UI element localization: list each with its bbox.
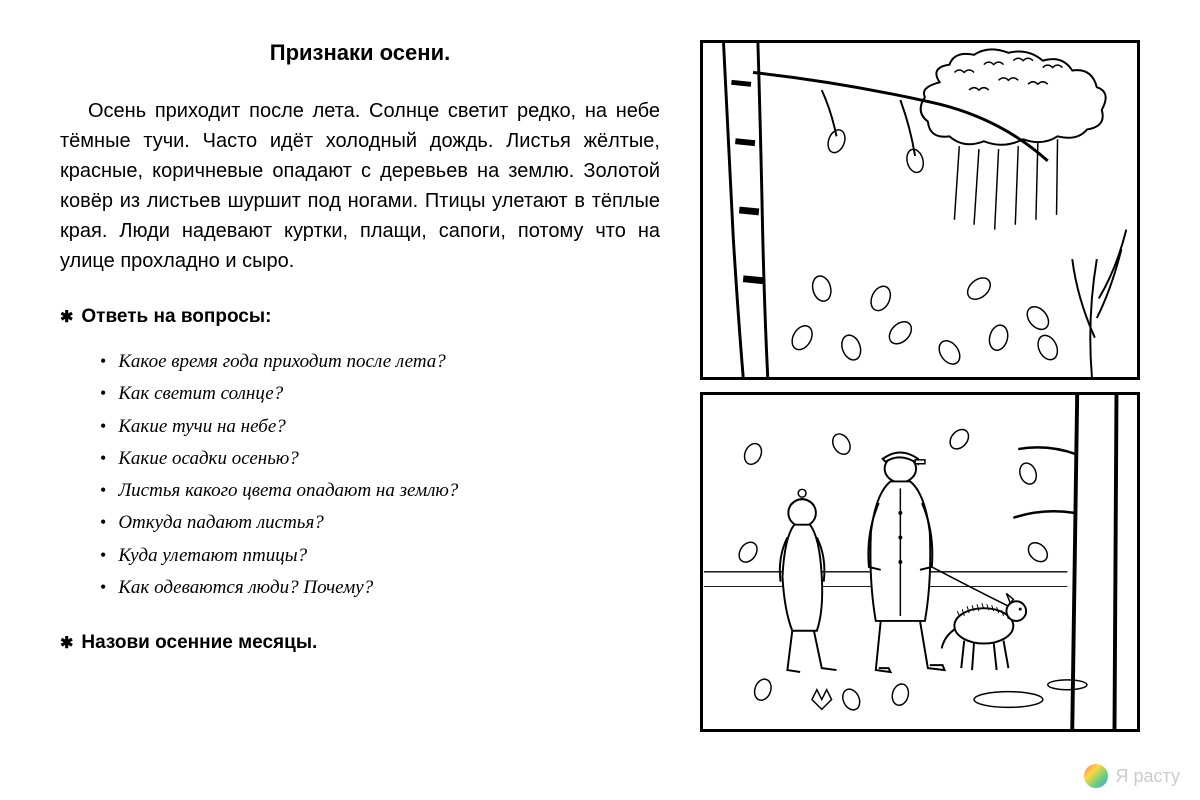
- watermark-text: Я расту: [1116, 766, 1180, 787]
- page-title: Признаки осени.: [60, 40, 660, 66]
- question-item: Какие тучи на небе?: [100, 411, 660, 443]
- text-column: Признаки осени. Осень приходит после лет…: [60, 40, 700, 760]
- task2-header: ✱ Назови осенние месяцы.: [60, 632, 660, 654]
- question-item: Листья какого цвета опадают на землю?: [100, 475, 660, 507]
- question-list: Какое время года приходит после лета? Ка…: [60, 346, 660, 604]
- task1-label: Ответь на вопросы:: [81, 306, 271, 328]
- star-icon: ✱: [60, 307, 73, 327]
- illustration-bottom: [700, 392, 1140, 732]
- illustration-top: [700, 40, 1140, 380]
- watermark-ball-icon: [1084, 764, 1108, 788]
- question-item: Как одеваются люди? Почему?: [100, 572, 660, 604]
- watermark: Я расту: [1084, 764, 1180, 788]
- question-item: Какие осадки осенью?: [100, 443, 660, 475]
- task1-header: ✱ Ответь на вопросы:: [60, 306, 660, 328]
- question-item: Какое время года приходит после лета?: [100, 346, 660, 378]
- question-item: Откуда падают листья?: [100, 507, 660, 539]
- question-item: Куда улетают птицы?: [100, 540, 660, 572]
- main-paragraph: Осень приходит после лета. Солнце светит…: [60, 96, 660, 276]
- question-item: Как светит солнце?: [100, 378, 660, 410]
- illustration-column: [700, 40, 1140, 760]
- task2-label: Назови осенние месяцы.: [81, 632, 317, 654]
- star-icon: ✱: [60, 633, 73, 653]
